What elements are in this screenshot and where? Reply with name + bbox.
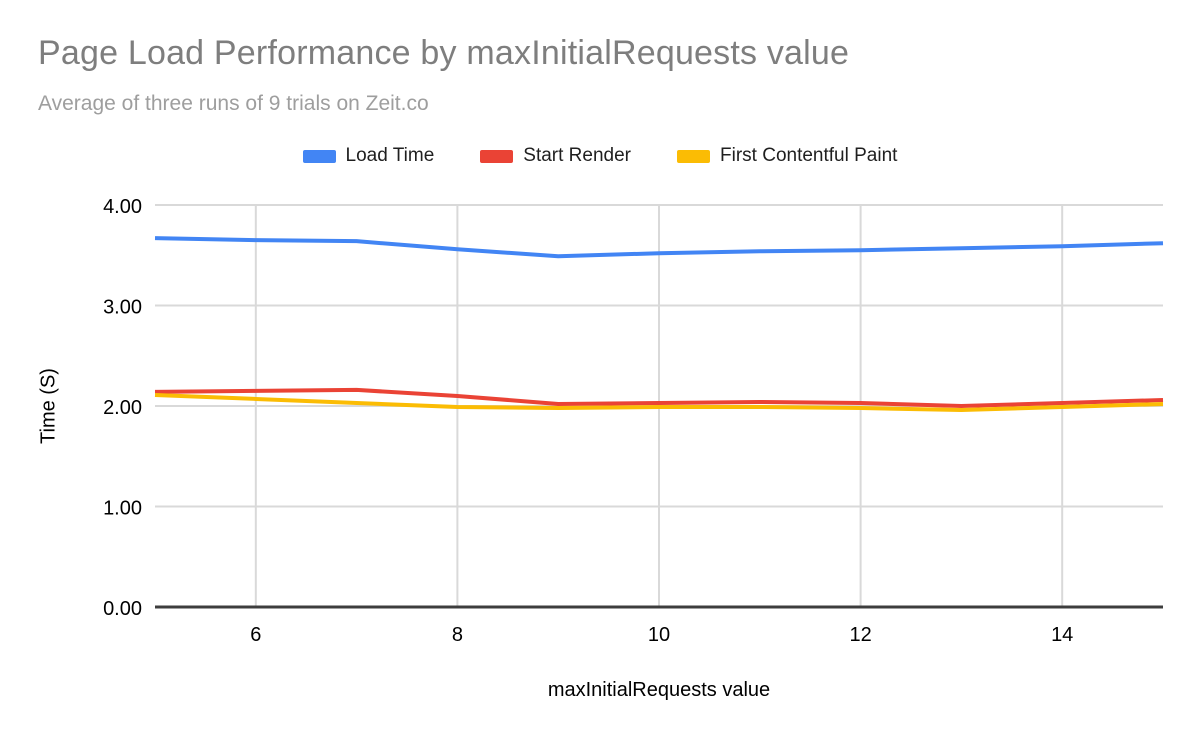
legend-label-first-contentful-paint: First Contentful Paint [720, 145, 898, 166]
x-tick-label-12: 12 [849, 624, 871, 646]
legend-label-load-time: Load Time [345, 145, 435, 166]
x-tick-label-8: 8 [452, 624, 463, 646]
series-line-load-time [154, 236, 1164, 259]
series-line-first-contentful-paint [154, 392, 1164, 413]
x-axis-title: maxInitialRequests value [547, 679, 771, 701]
legend: Load Time Start Render First Contentful … [0, 143, 1200, 169]
x-tick-label-14: 14 [1051, 624, 1073, 646]
legend-swatch-load-time [302, 149, 336, 163]
y-tick-label-0.00: 0.00 [103, 598, 142, 620]
chart-subtitle: Average of three runs of 9 trials on Zei… [38, 92, 429, 115]
x-tick-label-10: 10 [648, 624, 670, 646]
legend-item-first-contentful-paint: First Contentful Paint [677, 145, 897, 167]
y-tick-label-2.00: 2.00 [103, 397, 142, 419]
y-axis-title: Time (S) [37, 368, 60, 444]
legend-label-start-render: Start Render [523, 145, 632, 166]
y-tick-label-4.00: 4.00 [103, 196, 142, 218]
legend-item-start-render: Start Render [480, 145, 631, 167]
chart-title: Page Load Performance by maxInitialReque… [38, 34, 850, 72]
legend-item-load-time: Load Time [302, 145, 435, 167]
legend-swatch-start-render [480, 149, 514, 163]
x-tick-label-6: 6 [250, 624, 261, 646]
y-tick-label-3.00: 3.00 [103, 297, 142, 319]
y-tick-label-1.00: 1.00 [103, 498, 142, 520]
legend-swatch-first-contentful-paint [677, 149, 711, 163]
series-line-start-render [154, 387, 1164, 408]
